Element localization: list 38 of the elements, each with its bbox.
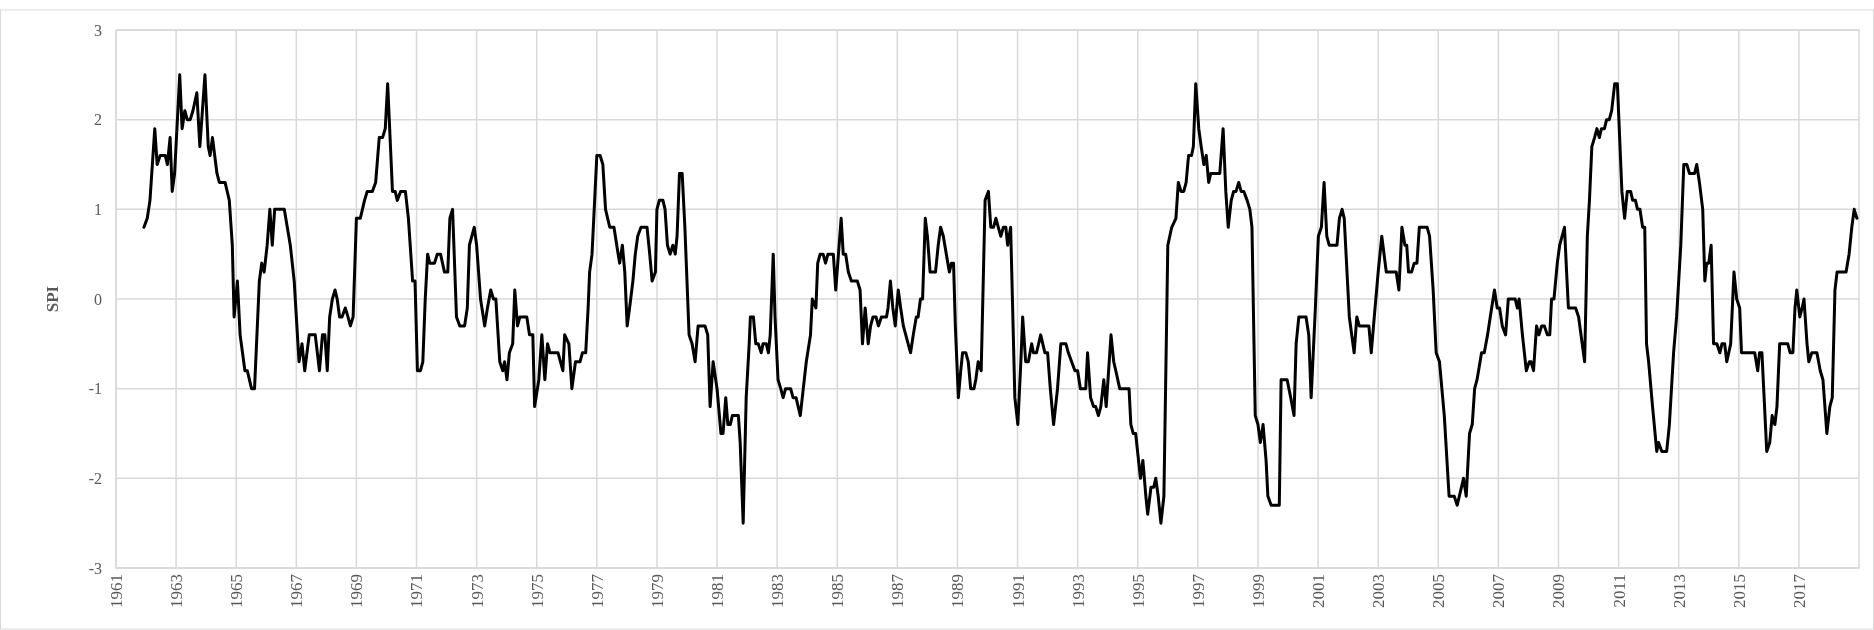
x-tick-label: 1973 [467, 574, 487, 608]
line-series [142, 73, 1859, 525]
x-tick-label: 1961 [106, 574, 126, 608]
x-tick-label: 1971 [407, 574, 427, 608]
x-tick-label: 1991 [1008, 574, 1028, 608]
x-tick-label: 2005 [1429, 574, 1449, 608]
y-tick-label: -3 [88, 559, 102, 577]
x-tick-label: 1995 [1128, 574, 1148, 608]
x-tick-label: 2007 [1489, 573, 1509, 608]
x-tick-label: 1993 [1068, 574, 1088, 608]
x-tick-label: 1975 [527, 574, 547, 608]
y-tick-label: 3 [94, 21, 102, 39]
x-tick-label: 2015 [1729, 574, 1749, 608]
y-tick-label: -2 [88, 469, 102, 487]
x-tick-label: 1997 [1188, 573, 1208, 608]
x-tick-label: 2011 [1609, 574, 1629, 608]
y-axis-title: SPI [43, 285, 62, 313]
x-tick-label: 2001 [1309, 574, 1329, 608]
x-tick-label: 1989 [948, 574, 968, 608]
x-tick-label: 1983 [768, 574, 788, 608]
x-tick-label: 2009 [1549, 574, 1569, 608]
x-tick-label: 1981 [707, 574, 727, 608]
x-tick-label: 1977 [587, 573, 607, 608]
y-tick-label: -1 [88, 380, 102, 398]
x-tick-label: 2003 [1369, 574, 1389, 608]
x-tick-label: 1979 [647, 574, 667, 608]
x-tick-label: 1967 [287, 573, 307, 608]
y-tick-label: 0 [94, 290, 102, 308]
x-tick-label: 1965 [227, 574, 247, 608]
x-tick-label: 1985 [828, 574, 848, 608]
x-tick-label: 1963 [167, 574, 187, 608]
x-tick-label: 2013 [1669, 574, 1689, 608]
x-tick-label: 2017 [1789, 573, 1809, 608]
y-tick-label: 1 [94, 200, 102, 218]
x-tick-label: 1969 [347, 574, 367, 608]
y-tick-label: 2 [94, 111, 102, 129]
x-tick-label: 1999 [1248, 574, 1268, 608]
x-tick-label: 1987 [888, 573, 908, 608]
